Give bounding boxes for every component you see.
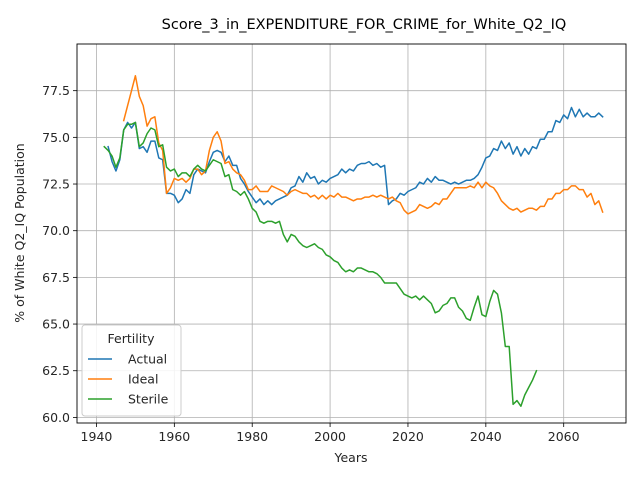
chart-title: Score_3_in_EXPENDITURE_FOR_CRIME_for_Whi… [162, 17, 567, 33]
y-tick-label-3: 67.5 [42, 270, 70, 285]
series-layer [103, 74, 604, 407]
y-tick-label-0: 60.0 [42, 410, 70, 425]
legend: Fertility Actual Ideal Sterile [81, 324, 182, 417]
legend-label-actual: Actual [128, 352, 167, 367]
legend-label-sterile: Sterile [128, 392, 169, 407]
x-axis: 1940 1960 1980 2000 2020 2040 2060 [81, 423, 580, 444]
x-tick-label-2: 1980 [236, 429, 268, 444]
plot-frame [76, 43, 627, 424]
y-tick-label-2: 65.0 [42, 317, 70, 332]
y-tick-label-5: 72.5 [42, 177, 70, 192]
series-line-sterile [103, 121, 538, 407]
series-line-actual [107, 106, 604, 206]
y-tick-label-6: 75.0 [42, 130, 70, 145]
legend-box [81, 324, 182, 417]
x-tick-label-0: 1940 [81, 429, 113, 444]
y-axis: 60.0 62.5 65.0 67.5 70.0 72.5 75.0 77.5 [42, 83, 77, 425]
legend-title: Fertility [108, 331, 156, 346]
y-tick-label-1: 62.5 [42, 363, 70, 378]
x-tick-label-3: 2000 [314, 429, 346, 444]
x-tick-label-5: 2040 [470, 429, 502, 444]
x-axis-label: Years [334, 450, 368, 465]
legend-label-ideal: Ideal [128, 372, 158, 387]
x-tick-label-6: 2060 [548, 429, 580, 444]
x-tick-label-1: 1960 [158, 429, 190, 444]
series-line-ideal [122, 74, 604, 215]
x-tick-label-4: 2020 [392, 429, 424, 444]
y-tick-label-4: 70.0 [42, 223, 70, 238]
y-axis-label: % of White Q2_IQ Population [12, 143, 27, 322]
y-tick-label-7: 77.5 [42, 83, 70, 98]
